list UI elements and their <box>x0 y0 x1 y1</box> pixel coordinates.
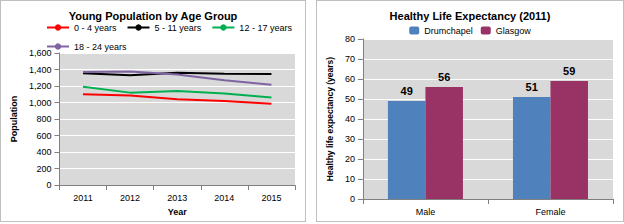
svg-text:2014: 2014 <box>214 193 234 203</box>
svg-text:2011: 2011 <box>73 193 92 203</box>
svg-text:40: 40 <box>345 114 355 124</box>
svg-text:0: 0 <box>46 180 51 190</box>
svg-text:Year: Year <box>168 207 188 217</box>
svg-text:1,200: 1,200 <box>29 81 52 91</box>
svg-text:1,600: 1,600 <box>29 48 52 58</box>
svg-text:12 - 17 years: 12 - 17 years <box>239 23 292 33</box>
svg-text:10: 10 <box>345 174 355 184</box>
svg-text:800: 800 <box>36 114 51 124</box>
svg-text:30: 30 <box>345 134 355 144</box>
svg-text:51: 51 <box>526 81 538 93</box>
svg-text:Healthy Life Expectancy (2011): Healthy Life Expectancy (2011) <box>390 10 551 22</box>
svg-text:Female: Female <box>535 207 565 217</box>
svg-text:400: 400 <box>36 147 51 157</box>
svg-text:70: 70 <box>345 54 355 64</box>
svg-text:Glasgow: Glasgow <box>496 26 532 36</box>
svg-text:59: 59 <box>563 65 575 77</box>
svg-text:Healthy life expectancy (years: Healthy life expectancy (years) <box>325 57 335 181</box>
svg-text:2013: 2013 <box>167 193 187 203</box>
svg-text:5 - 11 years: 5 - 11 years <box>155 23 202 33</box>
svg-text:2012: 2012 <box>120 193 140 203</box>
svg-text:1,400: 1,400 <box>29 65 52 75</box>
svg-text:80: 80 <box>345 34 355 44</box>
svg-text:18 - 24 years: 18 - 24 years <box>74 42 127 52</box>
svg-text:Male: Male <box>416 207 436 217</box>
svg-text:49: 49 <box>401 85 413 97</box>
svg-text:600: 600 <box>36 131 51 141</box>
svg-text:Young Population by Age Group: Young Population by Age Group <box>69 10 238 22</box>
svg-text:56: 56 <box>438 71 450 83</box>
svg-text:Drumchapel: Drumchapel <box>424 26 473 36</box>
svg-text:2015: 2015 <box>261 193 281 203</box>
svg-text:60: 60 <box>345 74 355 84</box>
svg-text:0 - 4 years: 0 - 4 years <box>74 23 117 33</box>
svg-text:200: 200 <box>36 164 51 174</box>
svg-text:Population: Population <box>9 96 19 143</box>
svg-text:1,000: 1,000 <box>29 98 52 108</box>
svg-text:50: 50 <box>345 94 355 104</box>
svg-text:20: 20 <box>345 154 355 164</box>
svg-text:0: 0 <box>350 194 355 204</box>
